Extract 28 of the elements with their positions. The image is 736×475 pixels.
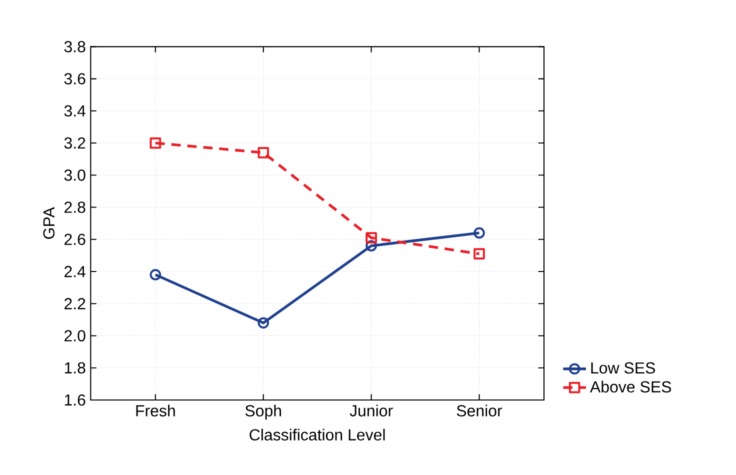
- point: [150, 269, 162, 281]
- y-tick-label: 2.6: [64, 234, 86, 246]
- legend-label: Above SES: [590, 380, 672, 393]
- y-tick-label: 3.0: [64, 170, 86, 181]
- point: [258, 317, 270, 329]
- y-tick-label: 2.4: [64, 266, 86, 278]
- y-tick-label: 2.2: [64, 298, 86, 310]
- y-tick-label: 3.6: [64, 73, 86, 85]
- y-tick-label: 2.8: [64, 202, 86, 214]
- y-tick-label: 3.8: [64, 41, 86, 52]
- legend-label: Low SES: [591, 362, 656, 374]
- x-tick-label: Soph: [245, 404, 282, 420]
- x-tick-label: Senior: [456, 404, 502, 417]
- point: [258, 147, 270, 158]
- x-tick-label: Fresh: [136, 404, 175, 417]
- y-tick-label: 3.2: [64, 138, 86, 149]
- y-tick-label: 1.8: [64, 362, 86, 374]
- point: [366, 232, 377, 244]
- point: [366, 240, 377, 252]
- point: [150, 138, 162, 149]
- y-tick-label: 2.0: [64, 330, 86, 342]
- x-axis-title: Classification Level: [250, 428, 385, 441]
- y-tick-label: 1.6: [64, 394, 86, 406]
- y-tick-label: 3.4: [64, 105, 86, 117]
- x-tick-label: Junior: [350, 404, 393, 417]
- point: [474, 227, 485, 239]
- y-axis-title: GPA: [43, 207, 55, 240]
- point: [474, 248, 485, 260]
